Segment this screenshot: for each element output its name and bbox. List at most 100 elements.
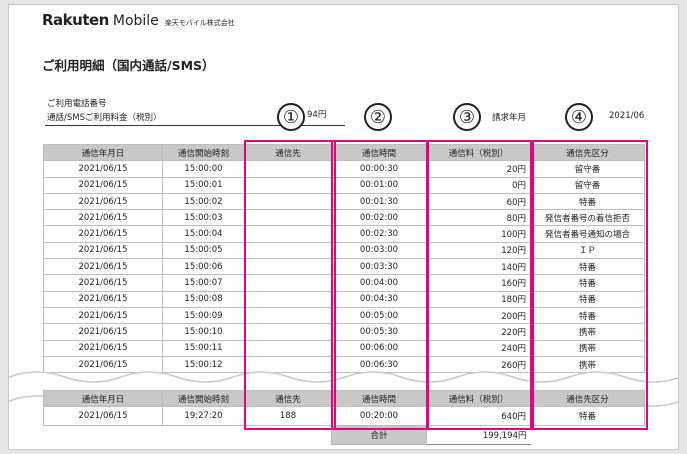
cell-charge: 100円 xyxy=(426,225,531,243)
cell-start-time: 19:27:20 xyxy=(162,406,245,426)
cell-duration: 00:05:00 xyxy=(331,306,427,325)
cell-duration: 00:02:00 xyxy=(331,209,427,227)
table-row: 2021/06/15 15:00:03 00:02:00 80円 発信者番号の着信拒否 xyxy=(43,209,645,227)
cell-category: 特番 xyxy=(530,290,645,308)
marker-2: ② xyxy=(364,103,392,131)
cell-destination xyxy=(244,306,332,325)
bill-month-label: 請求年月 xyxy=(492,113,527,123)
table-row: 2021/06/15 15:00:11 00:06:00 240円 携帯 xyxy=(43,339,645,357)
cell-date: 2021/06/15 xyxy=(43,323,163,341)
cell-date: 2021/06/15 xyxy=(43,241,163,260)
col-header-start-time: 通信開始時刻 xyxy=(162,390,245,407)
cell-destination xyxy=(244,339,332,357)
cell-duration: 00:03:00 xyxy=(331,241,427,260)
cell-date: 2021/06/15 xyxy=(43,306,163,325)
col-header-charge: 通信料（税別） xyxy=(426,390,531,407)
cell-duration: 00:04:00 xyxy=(331,274,427,292)
cell-start-time: 15:00:02 xyxy=(162,192,245,211)
marker-4: ④ xyxy=(565,103,593,131)
cell-date: 2021/06/15 xyxy=(43,274,163,292)
cell-category: 留守番 xyxy=(530,160,645,178)
cell-category: 特番 xyxy=(530,406,645,426)
cell-charge: 0円 xyxy=(426,176,531,194)
cell-destination xyxy=(244,290,332,308)
cell-category: ＩＰ xyxy=(530,241,645,260)
cell-duration: 00:04:30 xyxy=(331,290,427,308)
cell-charge: 80円 xyxy=(426,209,531,227)
cell-category: 携帯 xyxy=(530,323,645,341)
cell-duration: 00:00:30 xyxy=(331,160,427,178)
cell-charge: 640円 xyxy=(426,406,531,426)
table-header-row-repeat: 通信年月日 通信開始時刻 通信先 通信時間 通信料（税別） 通信先区分 xyxy=(43,390,645,407)
cell-date: 2021/06/15 xyxy=(43,339,163,357)
cell-category: 発信者番号の着信拒否 xyxy=(530,209,645,227)
col-header-duration: 通信時間 xyxy=(331,390,427,407)
fee-label: 通話/SMSご利用料金（税別） xyxy=(47,113,162,123)
cell-duration: 00:20:00 xyxy=(331,406,427,426)
table-row: 2021/06/15 15:00:07 00:04:00 160円 特番 xyxy=(43,274,645,292)
cell-destination xyxy=(244,192,332,211)
cell-duration: 00:01:30 xyxy=(331,192,427,211)
cell-destination xyxy=(244,241,332,260)
cell-destination xyxy=(244,160,332,178)
cell-charge: 120円 xyxy=(426,241,531,260)
cell-charge: 60円 xyxy=(426,192,531,211)
table-row: 2021/06/15 19:27:20 188 00:20:00 640円 特番 xyxy=(43,406,645,426)
cell-charge: 240円 xyxy=(426,339,531,357)
cell-charge: 140円 xyxy=(426,258,531,276)
cell-destination xyxy=(244,258,332,276)
cell-charge: 220円 xyxy=(426,323,531,341)
cell-date: 2021/06/15 xyxy=(43,160,163,178)
rakuten-mobile-logo: Rakuten Mobile 楽天モバイル株式会社 xyxy=(42,11,235,29)
marker-1: ① xyxy=(277,103,305,131)
cell-category: 特番 xyxy=(530,192,645,211)
brand-name: Rakuten xyxy=(42,11,109,29)
col-header-start-time: 通信開始時刻 xyxy=(162,143,245,162)
cell-date: 2021/06/15 xyxy=(43,209,163,227)
col-header-category: 通信先区分 xyxy=(530,390,645,407)
cell-destination xyxy=(244,209,332,227)
col-header-duration: 通信時間 xyxy=(331,143,427,162)
company-name: 楽天モバイル株式会社 xyxy=(164,19,235,27)
page-title: ご利用明細（国内通話/SMS） xyxy=(42,58,215,73)
cell-date: 2021/06/15 xyxy=(43,258,163,276)
statement-page: Rakuten Mobile 楽天モバイル株式会社 ご利用明細（国内通話/SMS… xyxy=(8,4,679,450)
cell-charge: 200円 xyxy=(426,306,531,325)
table-row: 2021/06/15 15:00:02 00:01:30 60円 特番 xyxy=(43,192,645,211)
brand-suffix: Mobile xyxy=(112,13,159,29)
total-label: 合計 xyxy=(331,425,427,445)
cell-start-time: 15:00:09 xyxy=(162,306,245,325)
table-row: 2021/06/15 15:00:04 00:02:30 100円 発信者番号通知の場合 xyxy=(43,225,645,243)
cell-destination: 188 xyxy=(244,406,332,426)
cell-category: 特番 xyxy=(530,258,645,276)
col-header-date: 通信年月日 xyxy=(43,143,163,162)
cell-duration: 00:03:30 xyxy=(331,258,427,276)
cell-charge: 160円 xyxy=(426,274,531,292)
call-detail-table-last: 通信年月日 通信開始時刻 通信先 通信時間 通信料（税別） 通信先区分 2021… xyxy=(43,390,645,445)
cell-start-time: 15:00:10 xyxy=(162,323,245,341)
cell-start-time: 15:00:08 xyxy=(162,290,245,308)
cell-duration: 00:02:30 xyxy=(331,225,427,243)
cell-category: 特番 xyxy=(530,306,645,325)
col-header-category: 通信先区分 xyxy=(530,143,645,162)
cell-category: 特番 xyxy=(530,274,645,292)
marker-3: ③ xyxy=(453,103,481,131)
col-header-date: 通信年月日 xyxy=(43,390,163,407)
table-row: 2021/06/15 15:00:10 00:05:30 220円 携帯 xyxy=(43,323,645,341)
cell-date: 2021/06/15 xyxy=(43,290,163,308)
table-row: 2021/06/15 15:00:06 00:03:30 140円 特番 xyxy=(43,258,645,276)
cell-category: 発信者番号通知の場合 xyxy=(530,225,645,243)
call-detail-table: 通信年月日 通信開始時刻 通信先 通信時間 通信料（税別） 通信先区分 2021… xyxy=(43,143,645,374)
cell-date: 2021/06/15 xyxy=(43,225,163,243)
total-value: 199,194円 xyxy=(426,425,531,445)
cell-duration: 00:01:00 xyxy=(331,176,427,194)
cell-category: 留守番 xyxy=(530,176,645,194)
cell-start-time: 15:00:00 xyxy=(162,160,245,178)
col-header-destination: 通信先 xyxy=(244,390,332,407)
col-header-charge: 通信料（税別） xyxy=(426,143,531,162)
table-header-row: 通信年月日 通信開始時刻 通信先 通信時間 通信料（税別） 通信先区分 xyxy=(43,143,645,162)
cell-start-time: 15:00:04 xyxy=(162,225,245,243)
phone-number-label: ご利用電話番号 xyxy=(47,99,107,109)
fee-value: 94円 xyxy=(307,110,327,120)
cell-duration: 00:05:30 xyxy=(331,323,427,341)
